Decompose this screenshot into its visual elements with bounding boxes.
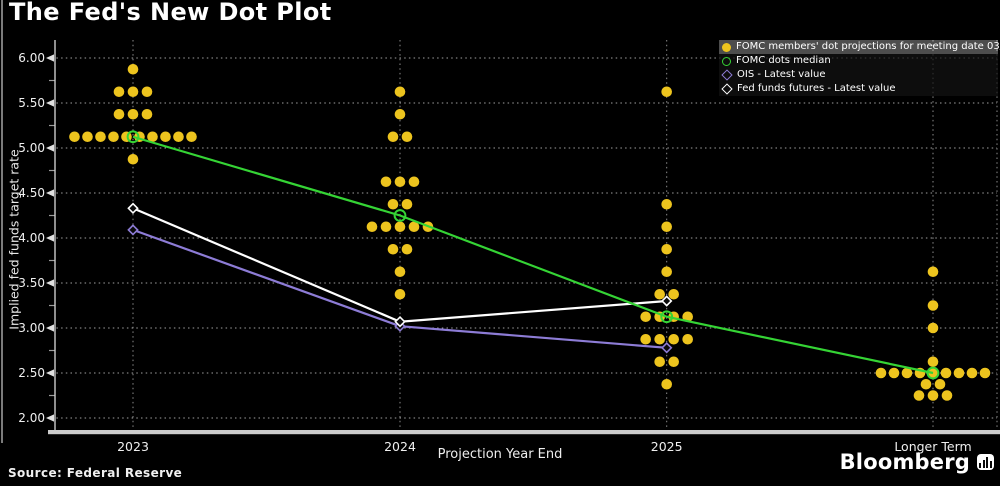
bloomberg-wordmark: Bloomberg bbox=[839, 450, 970, 474]
svg-text:2.00: 2.00 bbox=[18, 411, 45, 425]
bar-chart-icon bbox=[977, 454, 994, 470]
svg-text:3.00: 3.00 bbox=[18, 321, 45, 335]
svg-text:Longer Term: Longer Term bbox=[894, 439, 971, 454]
legend-item-fed-funds-futures[interactable]: Fed funds futures - Latest value bbox=[719, 82, 998, 96]
legend-item-ois[interactable]: OIS - Latest value bbox=[719, 68, 998, 82]
svg-text:4.00: 4.00 bbox=[18, 231, 45, 245]
open-diamond-icon bbox=[721, 83, 733, 95]
panel-left-border bbox=[1, 0, 3, 443]
legend-label: FOMC dots median bbox=[736, 55, 831, 66]
svg-text:2.50: 2.50 bbox=[18, 366, 45, 380]
y-axis-title: Implied fed funds target rate bbox=[6, 149, 22, 330]
legend-label: OIS - Latest value bbox=[737, 69, 826, 80]
open-diamond-icon bbox=[721, 69, 733, 81]
svg-text:4.50: 4.50 bbox=[18, 186, 45, 200]
bloomberg-logo: Bloomberg bbox=[840, 450, 994, 474]
svg-text:5.50: 5.50 bbox=[18, 96, 45, 110]
svg-text:5.00: 5.00 bbox=[18, 141, 45, 155]
svg-text:2024: 2024 bbox=[384, 439, 416, 454]
chart-legend: FOMC members' dot projections for meetin… bbox=[719, 40, 1000, 96]
svg-text:6.00: 6.00 bbox=[18, 51, 45, 65]
svg-text:3.50: 3.50 bbox=[18, 276, 45, 290]
legend-item-fomc-dots[interactable]: FOMC members' dot projections for meetin… bbox=[719, 40, 1000, 54]
open-circle-icon bbox=[722, 56, 731, 66]
chart-title: The Fed's New Dot Plot bbox=[9, 0, 332, 26]
svg-text:2023: 2023 bbox=[117, 439, 149, 454]
source-caption: Source: Federal Reserve bbox=[8, 466, 183, 480]
svg-text:2025: 2025 bbox=[651, 439, 683, 454]
filled-circle-icon bbox=[722, 42, 731, 52]
legend-label: FOMC members' dot projections for meetin… bbox=[736, 41, 1000, 52]
legend-item-fomc-median[interactable]: FOMC dots median bbox=[719, 54, 998, 68]
x-axis-title: Projection Year End bbox=[437, 447, 563, 462]
legend-label: Fed funds futures - Latest value bbox=[737, 83, 896, 94]
